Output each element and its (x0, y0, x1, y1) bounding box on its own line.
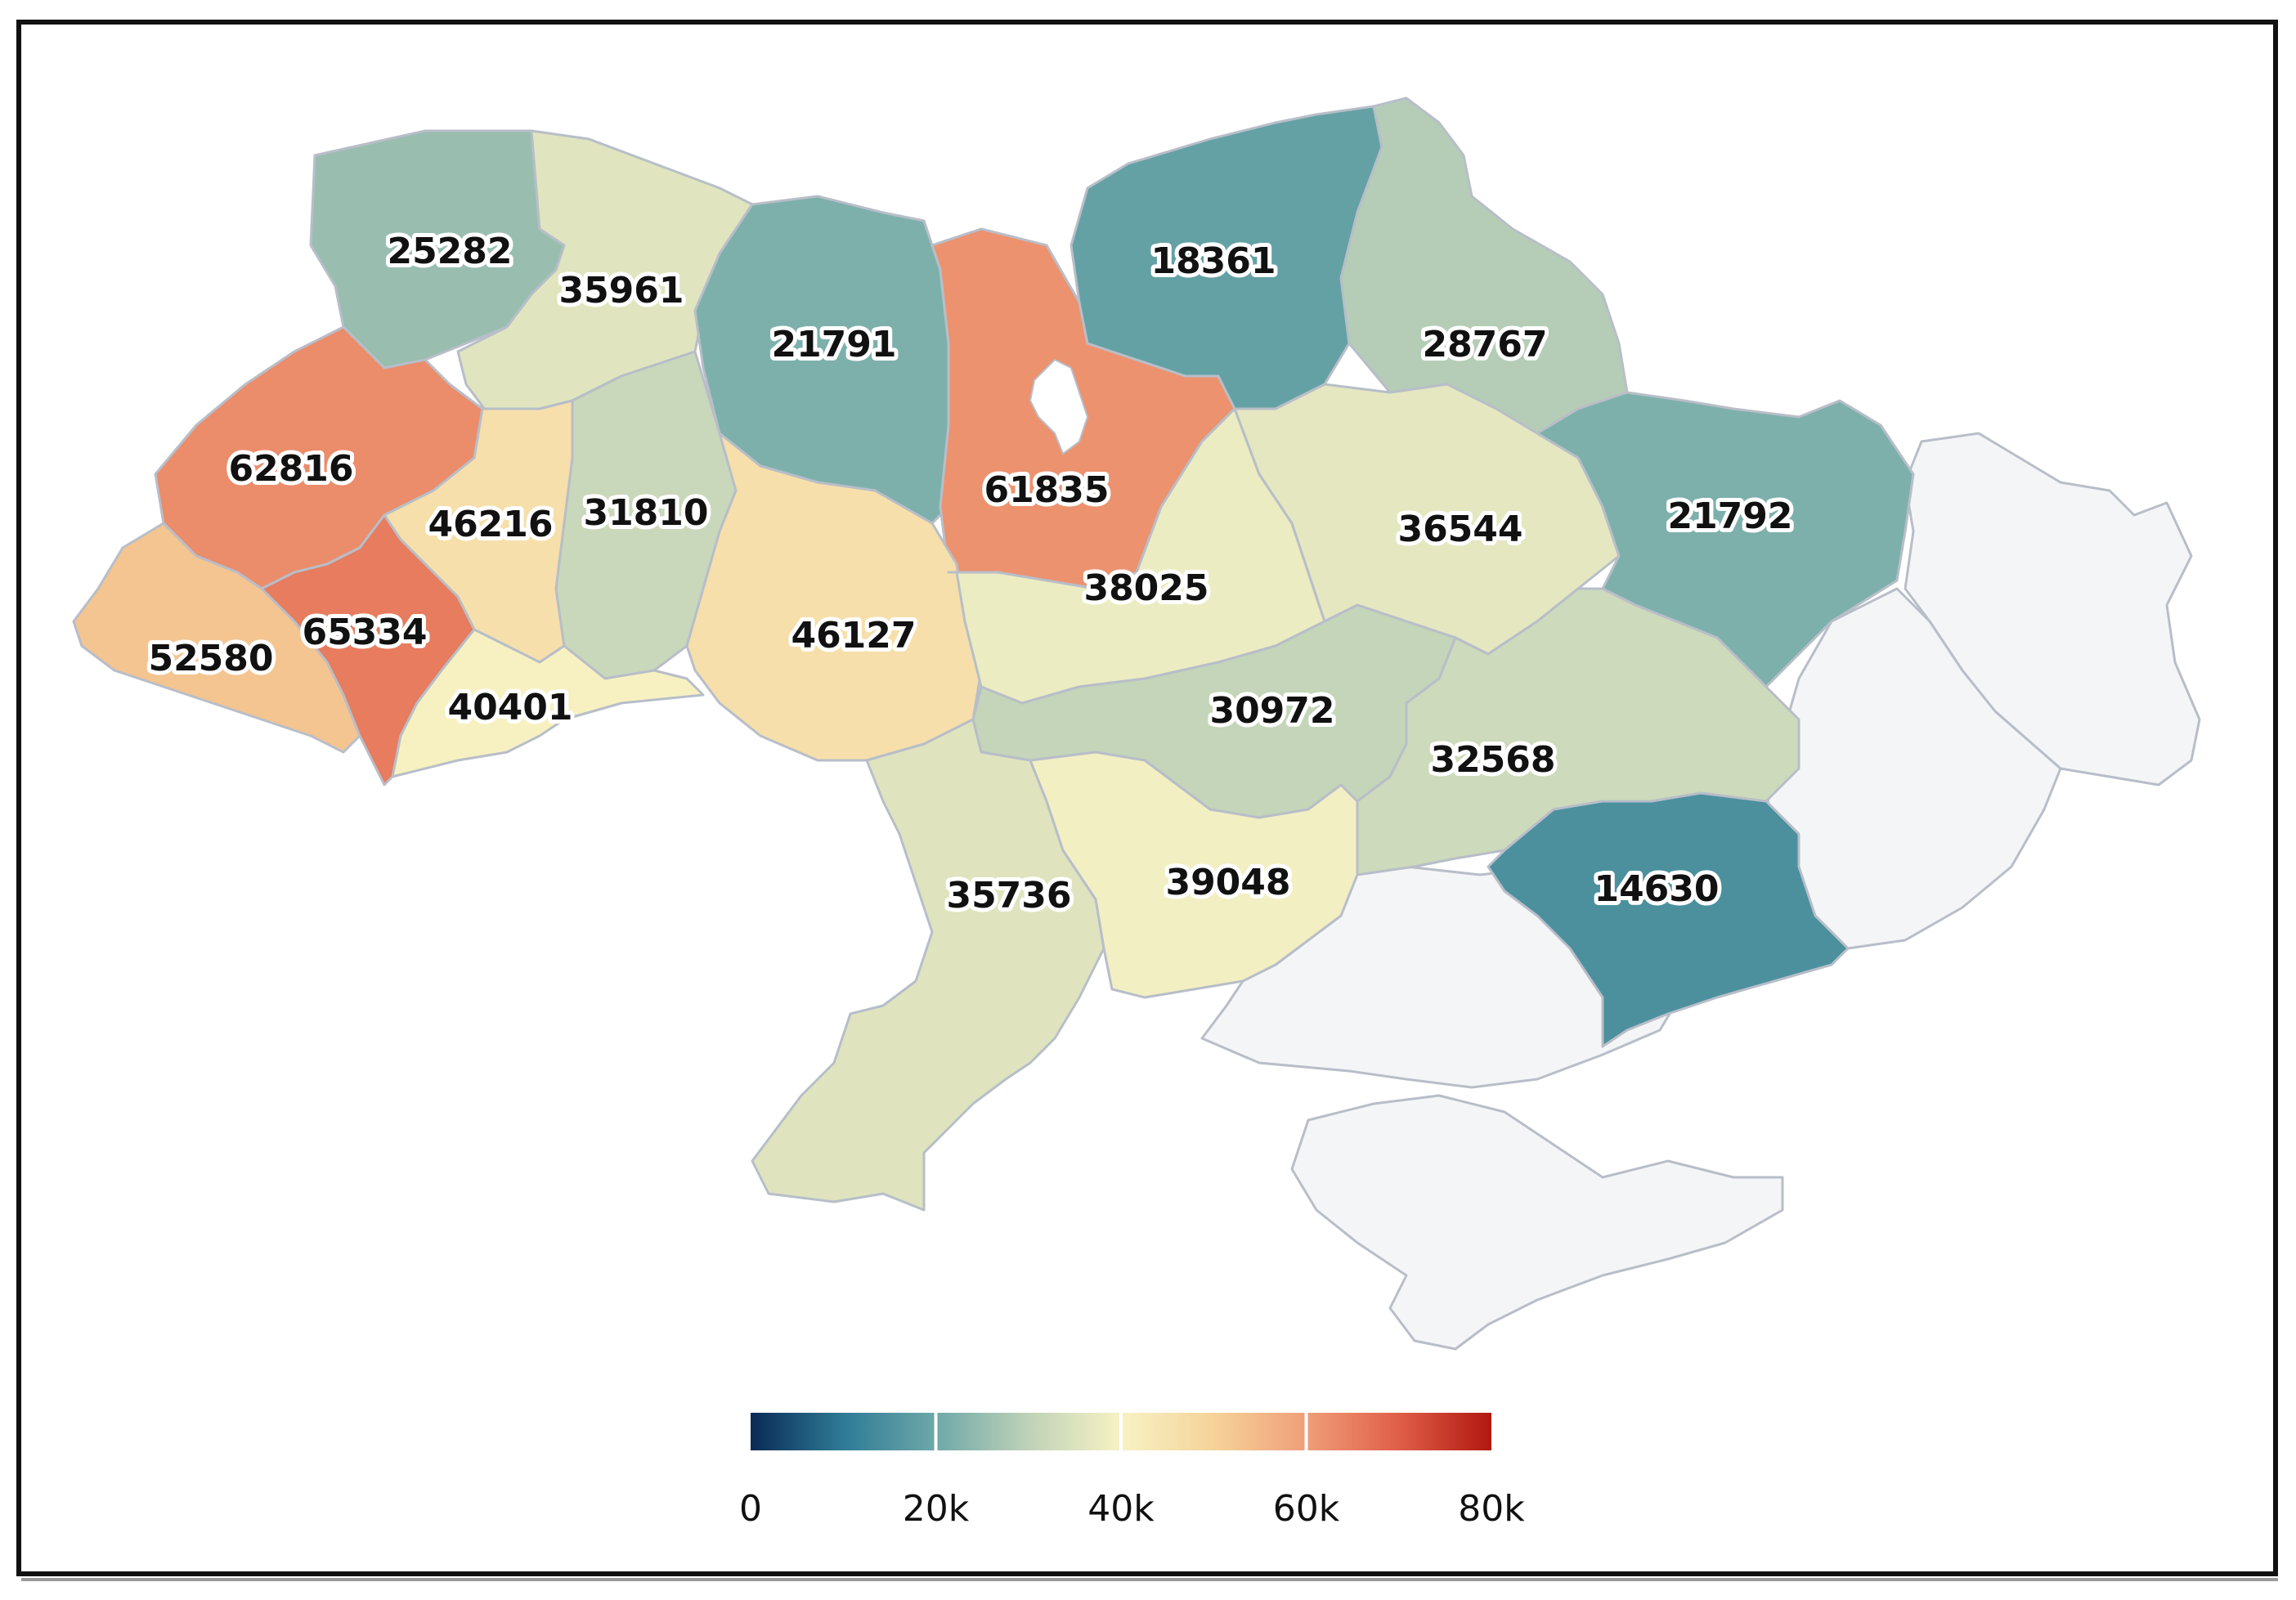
colorbar-tick-label: 0 (739, 1488, 762, 1530)
label-zaporizhzhia: 14630 (1594, 868, 1719, 910)
colorbar-tick-label: 60k (1273, 1488, 1340, 1530)
frame-bottom-line (21, 1578, 2278, 1581)
label-kharkiv: 21792 (1667, 495, 1792, 537)
label-volyn: 25282 (387, 231, 512, 272)
regions-layer (72, 96, 2201, 1351)
kyiv-city[interactable] (1029, 358, 1089, 455)
colorbar-dividers (934, 1413, 1308, 1450)
colorbar-tick-label: 40k (1087, 1488, 1155, 1530)
label-cherkasy: 38025 (1083, 567, 1209, 609)
label-rivne: 35961 (558, 270, 684, 311)
label-ternopil: 46216 (428, 504, 553, 545)
region-zakarpattia[interactable] (72, 522, 361, 754)
label-chernivtsi: 40401 (447, 687, 572, 728)
label-zakarpattia: 52580 (148, 638, 273, 679)
label-dnipropetrovsk: 32568 (1430, 739, 1555, 781)
region-labels: 25282 35961 21791 61835 18361 28767 6281… (144, 226, 1796, 921)
label-lviv: 62816 (228, 448, 353, 490)
colorbar-tick-label: 80k (1458, 1488, 1525, 1530)
label-ivano-frankivsk: 65334 (302, 612, 427, 653)
label-poltava: 36544 (1397, 509, 1522, 550)
region-kharkiv[interactable] (1536, 391, 1915, 688)
region-zaporizhzhia[interactable] (1487, 791, 1850, 1048)
region-luhansk[interactable] (1904, 432, 2201, 787)
label-zhytomyr: 21791 (771, 324, 896, 365)
region-chernivtsi[interactable] (391, 628, 705, 778)
colorbar-ticks: 0 20k 40k 60k 80k (739, 1488, 1525, 1530)
label-kirovohrad: 30972 (1209, 690, 1334, 732)
region-sumy[interactable] (1339, 96, 1629, 435)
label-odesa: 35736 (946, 875, 1071, 917)
label-chernihiv: 18361 (1150, 240, 1276, 282)
region-crimea[interactable] (1290, 1094, 1784, 1351)
label-kyiv: 61835 (984, 469, 1109, 511)
label-vinnytsia: 46127 (791, 615, 916, 657)
label-sumy: 28767 (1422, 324, 1547, 365)
label-khmelnytskyi: 31810 (583, 492, 708, 534)
colorbar-tick-label: 20k (903, 1488, 970, 1530)
region-mykolaiv[interactable] (1029, 751, 1359, 999)
colorbar-legend: 0 20k 40k 60k 80k (739, 1413, 1525, 1530)
label-mykolaiv: 39048 (1165, 862, 1290, 903)
